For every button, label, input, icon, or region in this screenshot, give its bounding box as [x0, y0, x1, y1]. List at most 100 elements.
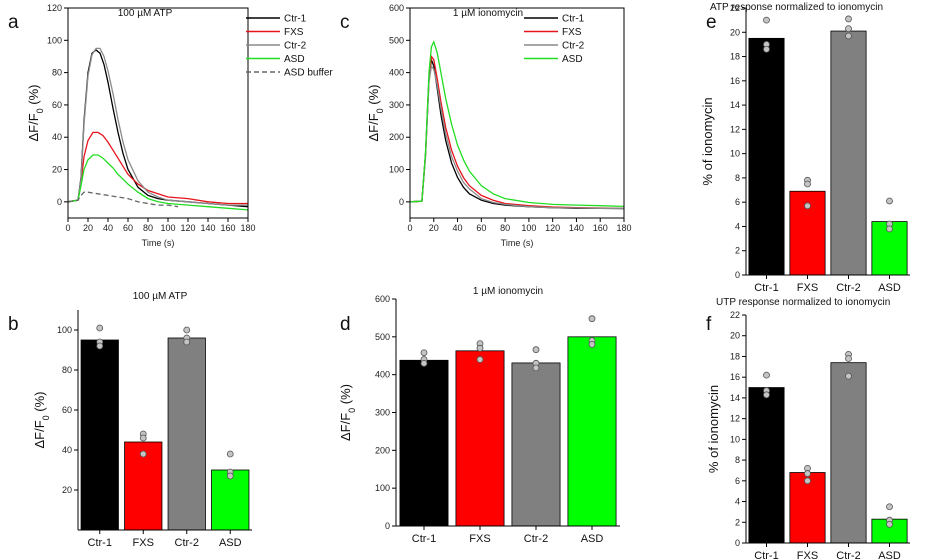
category-label: ASD [219, 537, 242, 549]
y-tick-label: 120 [47, 3, 62, 13]
x-tick-label: 40 [103, 223, 113, 233]
series-line-fxs [409, 54, 625, 209]
y-tick-label: 100 [389, 165, 404, 175]
category-label: FXS [133, 537, 154, 549]
y-tick-label: 20 [62, 485, 72, 495]
category-label: FXS [797, 282, 818, 294]
data-point [476, 356, 484, 363]
x-tick-label: 0 [407, 223, 412, 233]
series-line-asd [409, 40, 625, 208]
legend-label: FXS [284, 27, 304, 38]
bar-ctr-2 [167, 337, 206, 531]
y-tick-label: 14 [730, 393, 740, 403]
bar-ctr-2 [830, 30, 867, 276]
y-tick-label: 20 [52, 165, 62, 175]
data-point [804, 470, 811, 477]
panel-letter: e [706, 12, 717, 33]
chart-title: 1 µM ionomycin [473, 286, 543, 297]
data-point [139, 434, 147, 442]
series-line-asd [67, 154, 249, 211]
x-tick-label: 60 [476, 223, 486, 233]
series-line-ctr-2 [409, 64, 624, 209]
series-line-fxs [67, 131, 248, 205]
y-tick-label: 14 [730, 100, 740, 110]
x-tick-label: 100 [160, 223, 175, 233]
y-tick-label: 12 [730, 124, 740, 134]
bar-asd [211, 469, 250, 531]
y-tick-label: 2 [735, 517, 740, 527]
x-tick-label: 60 [123, 223, 133, 233]
data-point [845, 15, 852, 23]
chart-title: 100 µM ATP [133, 291, 188, 302]
y-tick-label: 300 [375, 408, 390, 418]
x-tick-label: 40 [453, 223, 463, 233]
data-point [226, 472, 234, 480]
category-label: Ctr-2 [524, 533, 548, 545]
legend-label: Ctr-1 [562, 14, 585, 25]
y-tick-label: 4 [735, 497, 740, 507]
plot-frame [67, 7, 249, 219]
panel-letter: d [340, 314, 351, 335]
y-tick-label: 22 [730, 3, 740, 13]
y-tick-label: 0 [57, 197, 62, 207]
y-axis-label: % of ionomycin [706, 385, 721, 473]
y-tick-label: 0 [385, 521, 390, 531]
y-tick-label: 6 [735, 197, 740, 207]
category-label: FXS [797, 550, 818, 559]
x-tick-label: 0 [65, 223, 70, 233]
y-tick-label: 4 [735, 221, 740, 231]
data-point [886, 197, 893, 205]
category-label: Ctr-1 [754, 550, 778, 559]
data-point [532, 364, 540, 372]
series-line-ctr-1 [67, 49, 249, 208]
data-point [886, 225, 893, 233]
legend-label: ASD [284, 54, 305, 65]
y-tick-label: 80 [52, 68, 62, 78]
data-point [804, 202, 811, 210]
y-axis-label: ΔF/F0 (%) [32, 391, 51, 448]
data-point [845, 25, 852, 33]
legend: Ctr-1 FXS Ctr-2 ASD ASD buffer [246, 14, 333, 79]
y-tick-label: 22 [730, 310, 740, 320]
data-point [886, 503, 893, 511]
category-label: ASD [878, 282, 901, 294]
category-label: Ctr-2 [175, 537, 199, 549]
panel-b: b 100 µM ATP 20 40 60 80 100 Ctr-1 FXS Ctr-2 ASD [8, 291, 252, 549]
legend-label: ASD buffer [284, 68, 333, 79]
data-point [96, 342, 104, 350]
bar-ctr-1 [80, 339, 119, 531]
data-point [139, 450, 147, 458]
data-point [183, 338, 191, 346]
x-tick-label: 180 [240, 223, 255, 233]
panel-letter: b [8, 314, 19, 335]
legend: Ctr-1 FXS Ctr-2 ASD [524, 14, 585, 65]
x-tick-label: 80 [143, 223, 153, 233]
x-tick-label: 140 [569, 223, 584, 233]
y-tick-label: 18 [730, 351, 740, 361]
y-tick-label: 20 [730, 331, 740, 341]
bar-ctr-1 [748, 37, 785, 276]
x-tick-label: 20 [429, 223, 439, 233]
data-point [420, 359, 428, 367]
data-point [532, 346, 540, 354]
x-tick-label: 100 [521, 223, 536, 233]
panel-a: a 100 µM ATP 0 20 40 60 80 100 120 0 20 40 60 80 100 12… [8, 3, 333, 248]
category-label: Ctr-1 [88, 537, 112, 549]
data-point [588, 315, 596, 323]
y-tick-label: 2 [735, 246, 740, 256]
legend-label: ASD [562, 54, 583, 65]
data-point [183, 326, 191, 334]
y-axis-label: ΔF/F0 (%) [366, 84, 385, 141]
data-point [845, 355, 852, 362]
x-tick-label: 180 [616, 223, 631, 233]
y-tick-label: 600 [375, 294, 390, 304]
bar-ctr-2 [511, 362, 561, 527]
category-label: Ctr-2 [836, 282, 860, 294]
x-tick-label: 20 [83, 223, 93, 233]
y-tick-label: 400 [375, 370, 390, 380]
data-point [763, 45, 770, 53]
y-tick-label: 60 [62, 405, 72, 415]
y-tick-label: 0 [735, 538, 740, 548]
